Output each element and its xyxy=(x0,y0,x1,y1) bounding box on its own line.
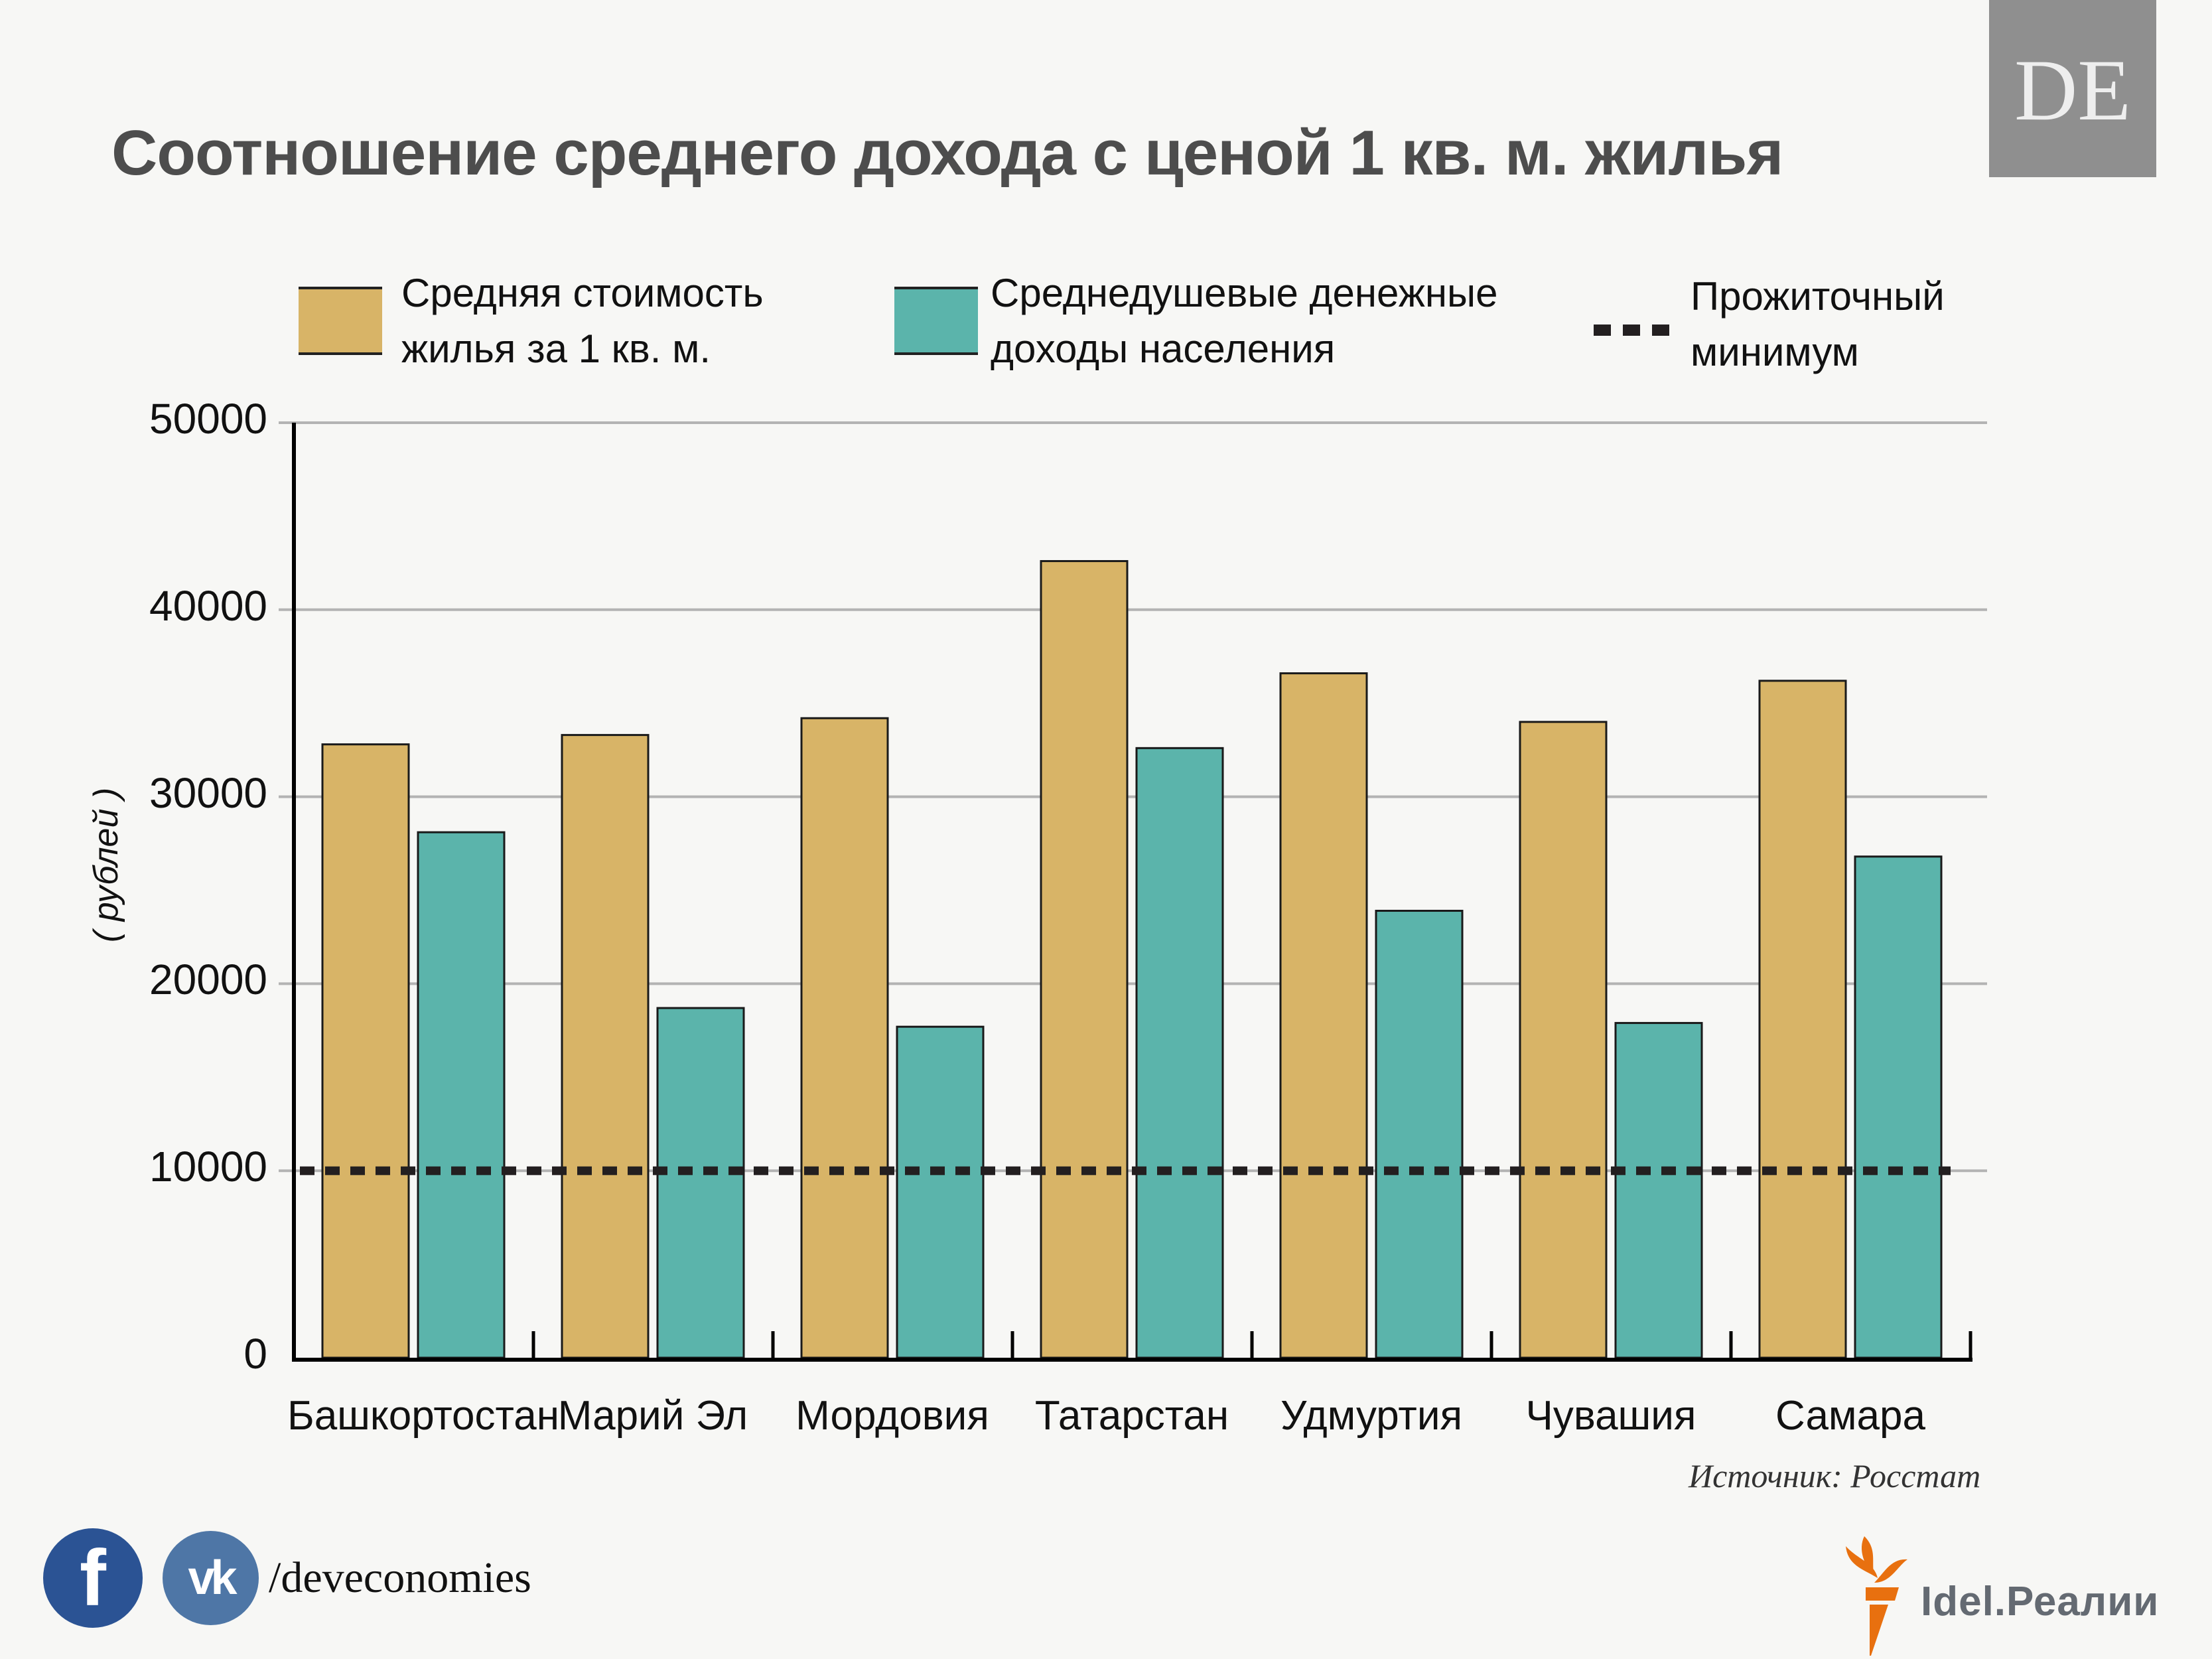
vk-icon[interactable]: vk xyxy=(163,1531,259,1625)
legend-label-price-line1: Средняя стоимость xyxy=(401,271,764,315)
bar-income xyxy=(896,1025,985,1359)
x-tick-label: Мордовия xyxy=(795,1393,989,1439)
axes xyxy=(292,423,1972,1362)
facebook-icon[interactable]: f xyxy=(43,1528,143,1628)
y-tick-label: 0 xyxy=(243,1330,267,1378)
legend-label-subsistence: Прожиточный минимум xyxy=(1691,269,1945,380)
chart-title: Соотношение среднего дохода с ценой 1 кв… xyxy=(111,117,1783,188)
bar-income xyxy=(656,1007,745,1359)
bar-income xyxy=(1135,747,1224,1359)
x-tick-label: Самара xyxy=(1775,1393,1926,1439)
y-tick-label: 40000 xyxy=(149,581,267,630)
bar-housing-price xyxy=(321,743,410,1359)
source-note: Источник: Росстат xyxy=(1689,1457,1981,1494)
legend-swatch-subsistence xyxy=(1594,325,1669,336)
legend-swatch-price xyxy=(299,287,382,355)
y-tick-label: 50000 xyxy=(149,395,267,443)
legend-dash xyxy=(1623,325,1640,336)
legend-dash xyxy=(1652,325,1669,336)
bar-income xyxy=(417,831,506,1359)
bar-housing-price xyxy=(561,734,650,1359)
legend-label-income-line1: Среднедушевые денежные xyxy=(991,271,1498,315)
legend-label-price: Средняя стоимость жилья за 1 кв. м. xyxy=(401,265,764,377)
social-handle[interactable]: /deveconomies xyxy=(269,1553,531,1602)
gridlines xyxy=(279,421,1987,1173)
legend-label-income: Среднедушевые денежные доходы населения xyxy=(991,265,1497,377)
y-tick-label: 10000 xyxy=(149,1143,267,1191)
x-tick-label: Татарстан xyxy=(1034,1393,1229,1439)
brand-badge: DE xyxy=(1989,0,2156,177)
bar-housing-price xyxy=(1519,721,1608,1359)
bar-housing-price xyxy=(1758,680,1847,1359)
bar-income xyxy=(1854,855,1943,1359)
brand-badge-text: DE xyxy=(2014,41,2131,139)
bar-housing-price xyxy=(1040,560,1129,1359)
y-tick-label: 20000 xyxy=(149,956,267,1004)
legend-dash xyxy=(1594,325,1611,336)
legend-label-income-line2: доходы населения xyxy=(991,326,1336,371)
legend-label-subsistence-line1: Прожиточный xyxy=(1691,274,1945,319)
bar-housing-price xyxy=(1279,672,1368,1359)
x-tick-label: Удмуртия xyxy=(1280,1393,1463,1439)
bar-housing-price xyxy=(800,717,889,1359)
x-tick-label: Марий Эл xyxy=(557,1393,748,1439)
bar-income xyxy=(1375,909,1464,1359)
facebook-glyph: f xyxy=(80,1534,106,1623)
legend-swatch-income xyxy=(894,287,978,355)
legend-label-subsistence-line2: минимум xyxy=(1691,330,1859,374)
y-tick-label: 30000 xyxy=(149,768,267,817)
vk-glyph: vk xyxy=(188,1551,237,1605)
bar-income xyxy=(1614,1022,1703,1359)
bars xyxy=(321,560,1943,1359)
publisher-logo-text: Idel.Реалии xyxy=(1921,1579,2160,1624)
x-tick-label: Башкортостан xyxy=(287,1393,559,1439)
legend-label-price-line2: жилья за 1 кв. м. xyxy=(401,326,711,371)
x-tick-label: Чувашия xyxy=(1525,1393,1696,1439)
torch-icon xyxy=(1846,1536,1907,1656)
